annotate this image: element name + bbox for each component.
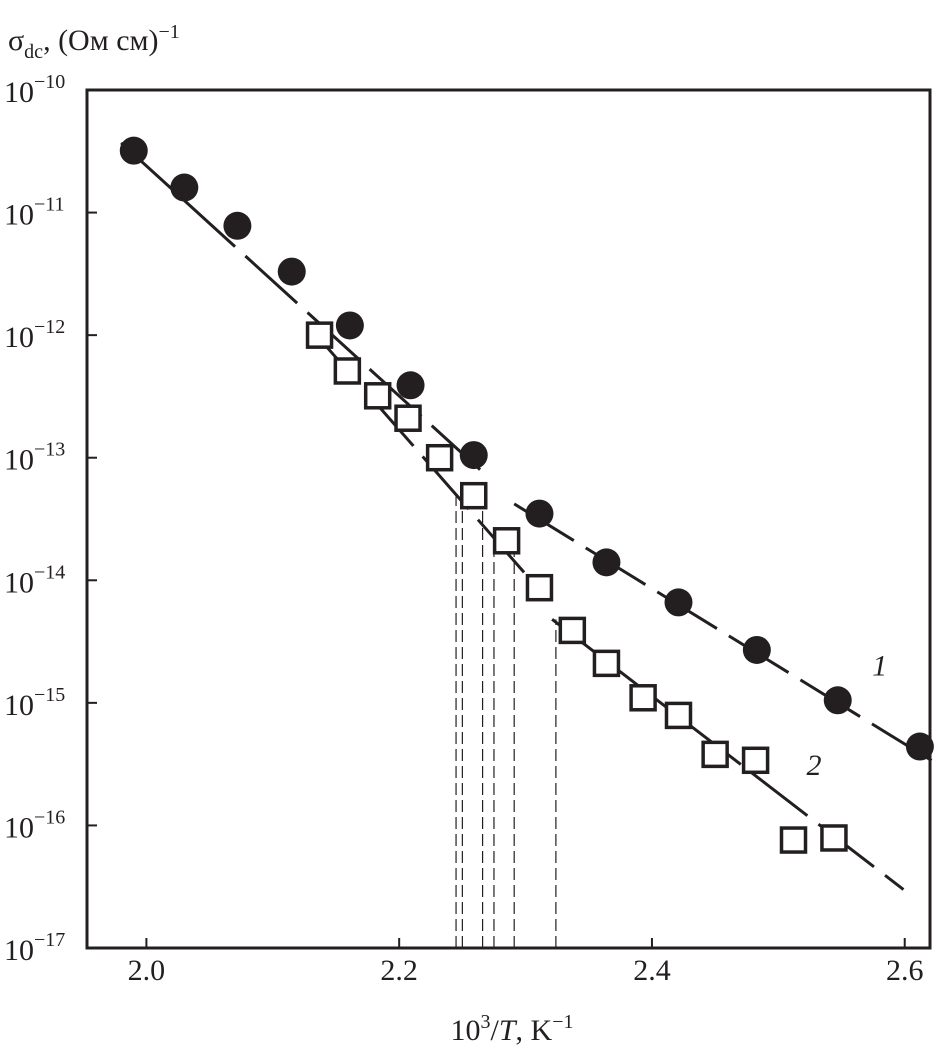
y-tick-base: 10 [4,811,34,844]
x-label-base: 10 [451,1014,481,1047]
plot-frame [85,88,932,950]
y-tick-label: 10−14 [4,561,65,599]
y-tick-base: 10 [4,76,34,109]
point [525,499,554,528]
point [277,257,306,286]
y-tick-base: 10 [4,689,34,722]
y-label-subscript: dc [24,41,43,63]
point [820,824,848,852]
point [459,441,488,470]
point [363,382,392,410]
point [664,701,693,730]
point [459,481,488,510]
y-tick-label: 10−17 [4,929,65,967]
series-label: 1 [872,649,887,682]
point [396,371,425,400]
y-tick-label: 10−12 [4,316,65,354]
y-tick-label: 10−15 [4,684,65,722]
point [779,826,808,854]
point [905,732,934,761]
point [335,311,364,340]
y-tick-base: 10 [4,199,34,232]
y-tick-label: 10−13 [4,439,65,477]
y-tick-base: 10 [4,444,34,477]
y-tick-label: 10−11 [4,194,65,232]
point [492,527,521,555]
point [119,136,148,165]
y-tick-label: 10−10 [4,71,65,109]
point [629,684,657,712]
point [823,686,852,715]
x-tick-label: 2.0 [128,954,166,987]
y-tick-exponent: −17 [34,929,65,951]
y-label-symbol: σ [8,24,24,57]
y-tick-base: 10 [4,934,34,967]
y-tick-exponent: −12 [34,316,65,338]
point [742,635,771,664]
point [223,211,252,240]
y-label-superscript: −1 [159,21,180,43]
x-label-superscript: 3 [481,1011,491,1033]
point [701,740,729,769]
point [333,357,362,385]
point [558,616,587,645]
y-tick-exponent: −14 [34,561,65,583]
x-label-slash: / [491,1014,500,1047]
y-tick-label: 10−16 [4,806,65,844]
y-tick-exponent: −15 [34,684,65,706]
point [592,548,621,577]
x-tick-label: 2.6 [886,954,924,987]
y-tick-exponent: −13 [34,439,65,461]
point [305,321,334,349]
y-tick-exponent: −10 [34,71,65,93]
y-tick-exponent: −16 [34,806,65,828]
point [394,404,422,432]
x-label-variable: T [499,1014,518,1047]
series-label: 2 [806,749,821,782]
x-label-superscript2: −1 [552,1011,573,1033]
point [741,746,770,775]
point [592,649,621,678]
x-label-text: , K [516,1014,553,1047]
x-tick-label: 2.2 [380,954,418,987]
x-axis-label: 103/T, K−1 [451,1011,574,1047]
y-label-text: , (Ом см) [43,24,158,57]
x-tick-label: 2.4 [633,954,671,987]
y-tick-exponent: −11 [34,194,65,216]
y-tick-base: 10 [4,566,34,599]
point [425,443,454,472]
point [664,588,693,617]
y-tick-base: 10 [4,321,34,354]
y-axis-label: σdc, (Ом см)−1 [8,21,180,63]
point [170,173,199,202]
point [525,573,554,602]
